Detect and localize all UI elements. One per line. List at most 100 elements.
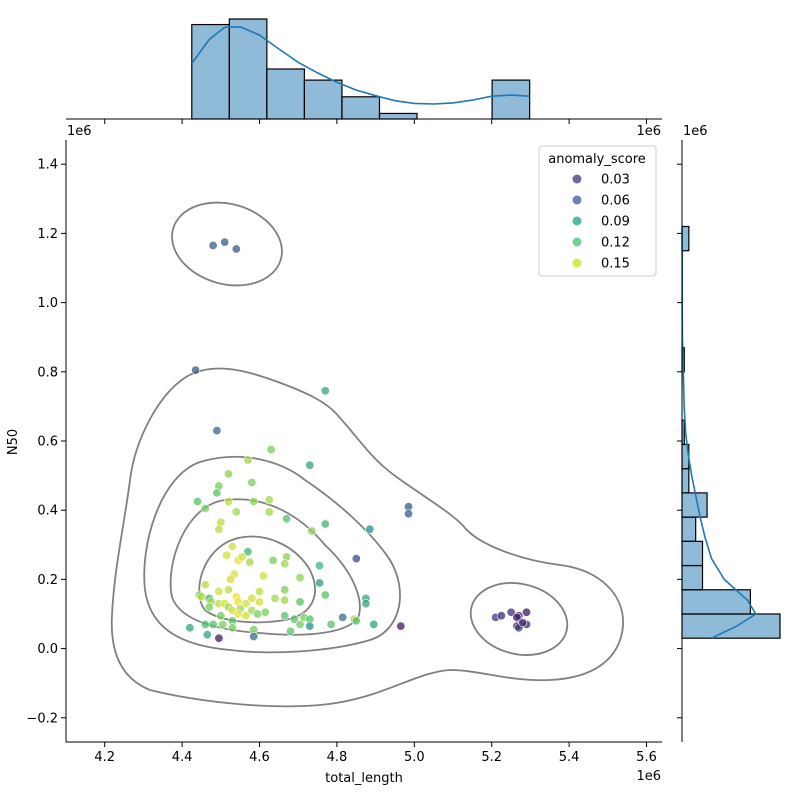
top-marginal-ticks <box>104 119 648 124</box>
right-kde-line <box>681 226 757 639</box>
legend-frame <box>538 145 657 277</box>
scatter-point <box>320 386 330 396</box>
legend-marker <box>572 174 582 184</box>
legend-entry-label: 0.03 <box>601 173 630 188</box>
scatter-point <box>222 550 232 560</box>
scatter-point <box>320 519 330 529</box>
scatter-point <box>191 365 201 375</box>
x-axis-label: total_length <box>325 771 403 786</box>
scatter-point <box>326 619 336 629</box>
scatter-point <box>214 524 224 534</box>
legend-entry-label: 0.06 <box>601 194 630 209</box>
kde-contour-outer <box>110 367 624 708</box>
scatter-point <box>365 524 375 534</box>
scatter-point <box>314 561 324 571</box>
y-tick-label: 0.6 <box>37 435 58 450</box>
scatter-point <box>314 578 324 588</box>
scatter-point <box>224 469 234 479</box>
y-tick-label: 1.4 <box>37 158 58 173</box>
y-offset-label: 1e6 <box>67 124 92 139</box>
scatter-point <box>280 595 290 605</box>
scatter-point <box>320 590 330 600</box>
right-marginal-offset-label: 1e6 <box>683 124 708 139</box>
x-axis-ticks: 4.2 4.4 4.6 4.8 5.0 5.2 5.4 5.6 <box>94 742 657 765</box>
scatter-point <box>233 609 243 619</box>
top-histogram-bar <box>191 23 230 120</box>
x-tick-label: 5.0 <box>404 750 425 765</box>
x-tick-label: 4.2 <box>94 750 115 765</box>
scatter-point <box>185 623 195 633</box>
right-histogram-bar <box>681 225 690 252</box>
top-histogram-bar <box>228 18 268 120</box>
right-histogram-bar <box>681 613 781 639</box>
y-tick-label: −0.2 <box>26 711 58 726</box>
scatter-point <box>212 488 222 498</box>
right-histogram-bar <box>681 468 690 494</box>
scatter-point <box>200 503 210 513</box>
scatter-point <box>253 609 263 619</box>
scatter-point <box>351 554 361 564</box>
right-histogram-bar <box>681 516 697 542</box>
scatter-point <box>305 460 315 470</box>
scatter-point <box>521 607 531 617</box>
legend-entries: 0.03 0.06 0.09 0.12 0.15 <box>572 173 630 272</box>
scatter-point <box>338 612 348 622</box>
scatter-point <box>282 514 292 524</box>
scatter-point <box>212 426 222 436</box>
scatter-point <box>243 547 253 557</box>
scatter-point <box>289 614 299 624</box>
scatter-point <box>200 580 210 590</box>
top-histogram-bar <box>341 96 381 120</box>
kde-contours <box>110 201 624 708</box>
scatter-point <box>214 586 224 596</box>
scatter-point <box>280 611 290 621</box>
scatter-point <box>351 616 361 626</box>
legend-entry-label: 0.09 <box>601 215 630 230</box>
top-marginal-histogram <box>191 18 531 120</box>
scatter-point <box>496 611 506 621</box>
scatter-point <box>295 573 305 583</box>
scatter-point <box>208 619 218 629</box>
scatter-point <box>208 241 218 251</box>
scatter-point <box>268 555 278 565</box>
y-tick-label: 1.0 <box>37 296 58 311</box>
scatter-point <box>245 557 255 567</box>
scatter-point <box>369 619 379 629</box>
scatter-point <box>255 597 265 607</box>
y-tick-label: 1.2 <box>37 227 58 242</box>
scatter-point <box>285 626 295 636</box>
scatter-point <box>227 541 237 551</box>
scatter-point <box>260 607 270 617</box>
scatter-point <box>249 496 259 506</box>
kde-contour-lower-left-2 <box>169 498 361 636</box>
scatter-point <box>295 619 305 629</box>
legend-marker <box>572 258 582 268</box>
scatter-point <box>224 496 234 506</box>
scatter-point <box>280 559 290 569</box>
scatter-point <box>280 585 290 595</box>
scatter-point <box>241 599 251 609</box>
right-histogram-bar <box>681 492 708 518</box>
scatter-point <box>247 477 257 487</box>
top-kde-line <box>191 25 530 105</box>
top-marginal-offset-label: 1e6 <box>636 124 661 139</box>
y-axis-ticks: −0.2 0.0 0.2 0.4 0.6 0.8 1.0 1.2 1.4 <box>26 158 66 726</box>
scatter-point <box>255 586 265 596</box>
scatter-point <box>204 602 214 612</box>
legend-marker <box>572 195 582 205</box>
scatter-point <box>218 619 228 629</box>
right-histogram-bar <box>681 564 704 591</box>
top-histogram-bar <box>491 79 531 120</box>
scatter-point <box>295 597 305 607</box>
scatter-point <box>216 611 226 621</box>
legend-marker <box>572 237 582 247</box>
right-marginal-ticks <box>677 163 682 719</box>
scatter-point <box>264 507 274 517</box>
scatter-point <box>247 593 257 603</box>
top-histogram-bar <box>303 79 343 120</box>
scatter-point <box>518 618 528 628</box>
scatter-point <box>243 455 253 465</box>
kde-contour-right-cluster <box>469 582 569 656</box>
